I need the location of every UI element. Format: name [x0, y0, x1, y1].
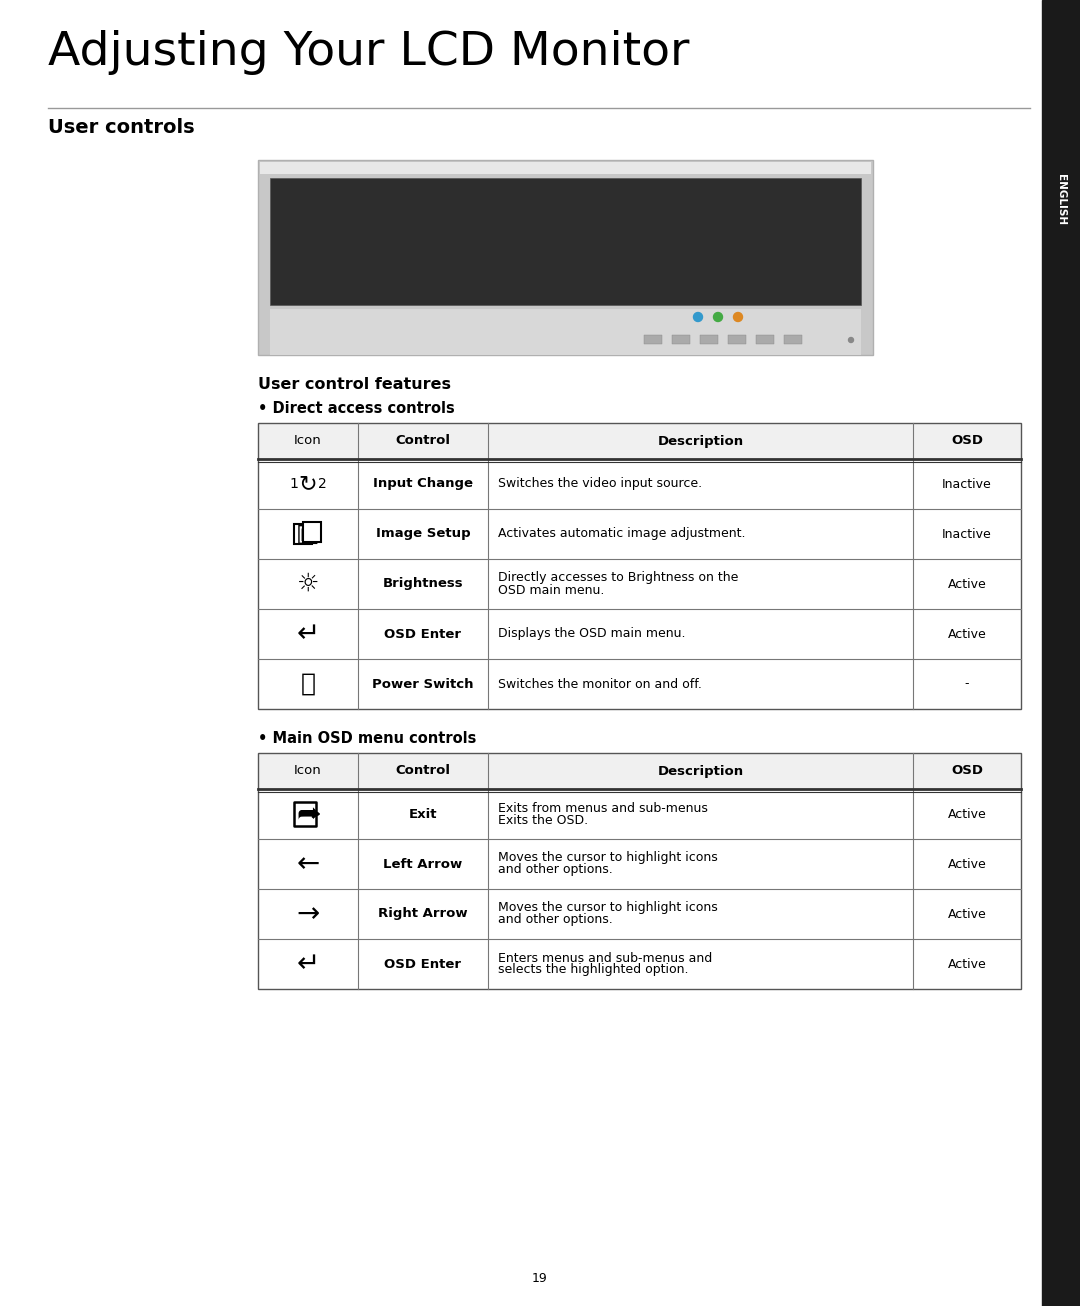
Text: Description: Description [658, 435, 743, 448]
Text: Control: Control [395, 764, 450, 777]
Circle shape [849, 337, 853, 342]
Text: Exit: Exit [408, 807, 437, 820]
Text: ☼: ☼ [297, 572, 320, 596]
Text: Adjusting Your LCD Monitor: Adjusting Your LCD Monitor [48, 30, 689, 74]
Bar [644, 336, 662, 343]
Text: Moves the cursor to highlight icons: Moves the cursor to highlight icons [498, 901, 718, 914]
Text: Brightness: Brightness [382, 577, 463, 590]
Text: Active: Active [947, 858, 986, 871]
Text: Enters menus and sub-menus and: Enters menus and sub-menus and [498, 952, 712, 965]
Text: Right Arrow: Right Arrow [378, 908, 468, 921]
Text: 1: 1 [289, 477, 298, 491]
Bar [700, 336, 718, 343]
Text: ▣: ▣ [296, 522, 320, 546]
Text: OSD: OSD [951, 764, 983, 777]
Circle shape [714, 312, 723, 321]
Text: OSD main menu.: OSD main menu. [498, 584, 605, 597]
Text: →: → [296, 900, 320, 929]
Bar [258, 754, 1021, 789]
Text: 19: 19 [532, 1272, 548, 1285]
Text: Control: Control [395, 435, 450, 448]
Text: User control features: User control features [258, 377, 451, 392]
Text: OSD Enter: OSD Enter [384, 957, 461, 970]
Text: Inactive: Inactive [942, 528, 991, 541]
Circle shape [733, 312, 743, 321]
Text: Switches the monitor on and off.: Switches the monitor on and off. [498, 678, 702, 691]
Text: Left Arrow: Left Arrow [383, 858, 462, 871]
Text: Active: Active [947, 807, 986, 820]
Bar [258, 423, 1021, 458]
Text: and other options.: and other options. [498, 863, 612, 876]
Bar [294, 802, 316, 825]
Text: ⏻: ⏻ [300, 673, 315, 696]
Text: Power Switch: Power Switch [373, 678, 474, 691]
Text: Switches the video input source.: Switches the video input source. [498, 478, 702, 491]
Text: Description: Description [658, 764, 743, 777]
Text: Inactive: Inactive [942, 478, 991, 491]
Text: Image Setup: Image Setup [376, 528, 470, 541]
Text: Icon: Icon [294, 435, 322, 448]
Text: • Main OSD menu controls: • Main OSD menu controls [258, 731, 476, 746]
Bar [784, 336, 802, 343]
Text: Activates automatic image adjustment.: Activates automatic image adjustment. [498, 528, 745, 541]
Bar [270, 310, 861, 355]
Bar [303, 522, 321, 542]
Text: -: - [964, 678, 969, 691]
Bar [270, 178, 861, 306]
Text: 2: 2 [318, 477, 326, 491]
Text: Active: Active [947, 908, 986, 921]
Text: Directly accesses to Brightness on the: Directly accesses to Brightness on the [498, 572, 739, 585]
Text: ←: ← [296, 850, 320, 878]
Text: • Direct access controls: • Direct access controls [258, 401, 455, 417]
Bar [1042, 0, 1080, 1306]
Text: User controls: User controls [48, 118, 194, 137]
Bar [258, 161, 873, 355]
Bar [294, 524, 312, 545]
Text: selects the highlighted option.: selects the highlighted option. [498, 964, 689, 977]
Text: Active: Active [947, 627, 986, 640]
Text: Active: Active [947, 577, 986, 590]
Text: Moves the cursor to highlight icons: Moves the cursor to highlight icons [498, 852, 718, 865]
Text: OSD: OSD [951, 435, 983, 448]
Text: Input Change: Input Change [373, 478, 473, 491]
Text: ↵: ↵ [296, 949, 320, 978]
Text: ↵: ↵ [296, 620, 320, 648]
Text: OSD Enter: OSD Enter [384, 627, 461, 640]
Text: Displays the OSD main menu.: Displays the OSD main menu. [498, 627, 686, 640]
Text: and other options.: and other options. [498, 913, 612, 926]
Text: Exits from menus and sub-menus: Exits from menus and sub-menus [498, 802, 707, 815]
Text: ENGLISH: ENGLISH [1056, 175, 1066, 226]
Bar [260, 162, 870, 174]
Text: Exits the OSD.: Exits the OSD. [498, 814, 589, 827]
Bar [258, 423, 1021, 709]
Circle shape [693, 312, 702, 321]
Text: Active: Active [947, 957, 986, 970]
Bar [728, 336, 746, 343]
Bar [258, 754, 1021, 989]
Text: ↻: ↻ [299, 474, 318, 494]
Text: ➦: ➦ [296, 801, 320, 828]
Bar [756, 336, 774, 343]
Text: Icon: Icon [294, 764, 322, 777]
Bar [672, 336, 690, 343]
